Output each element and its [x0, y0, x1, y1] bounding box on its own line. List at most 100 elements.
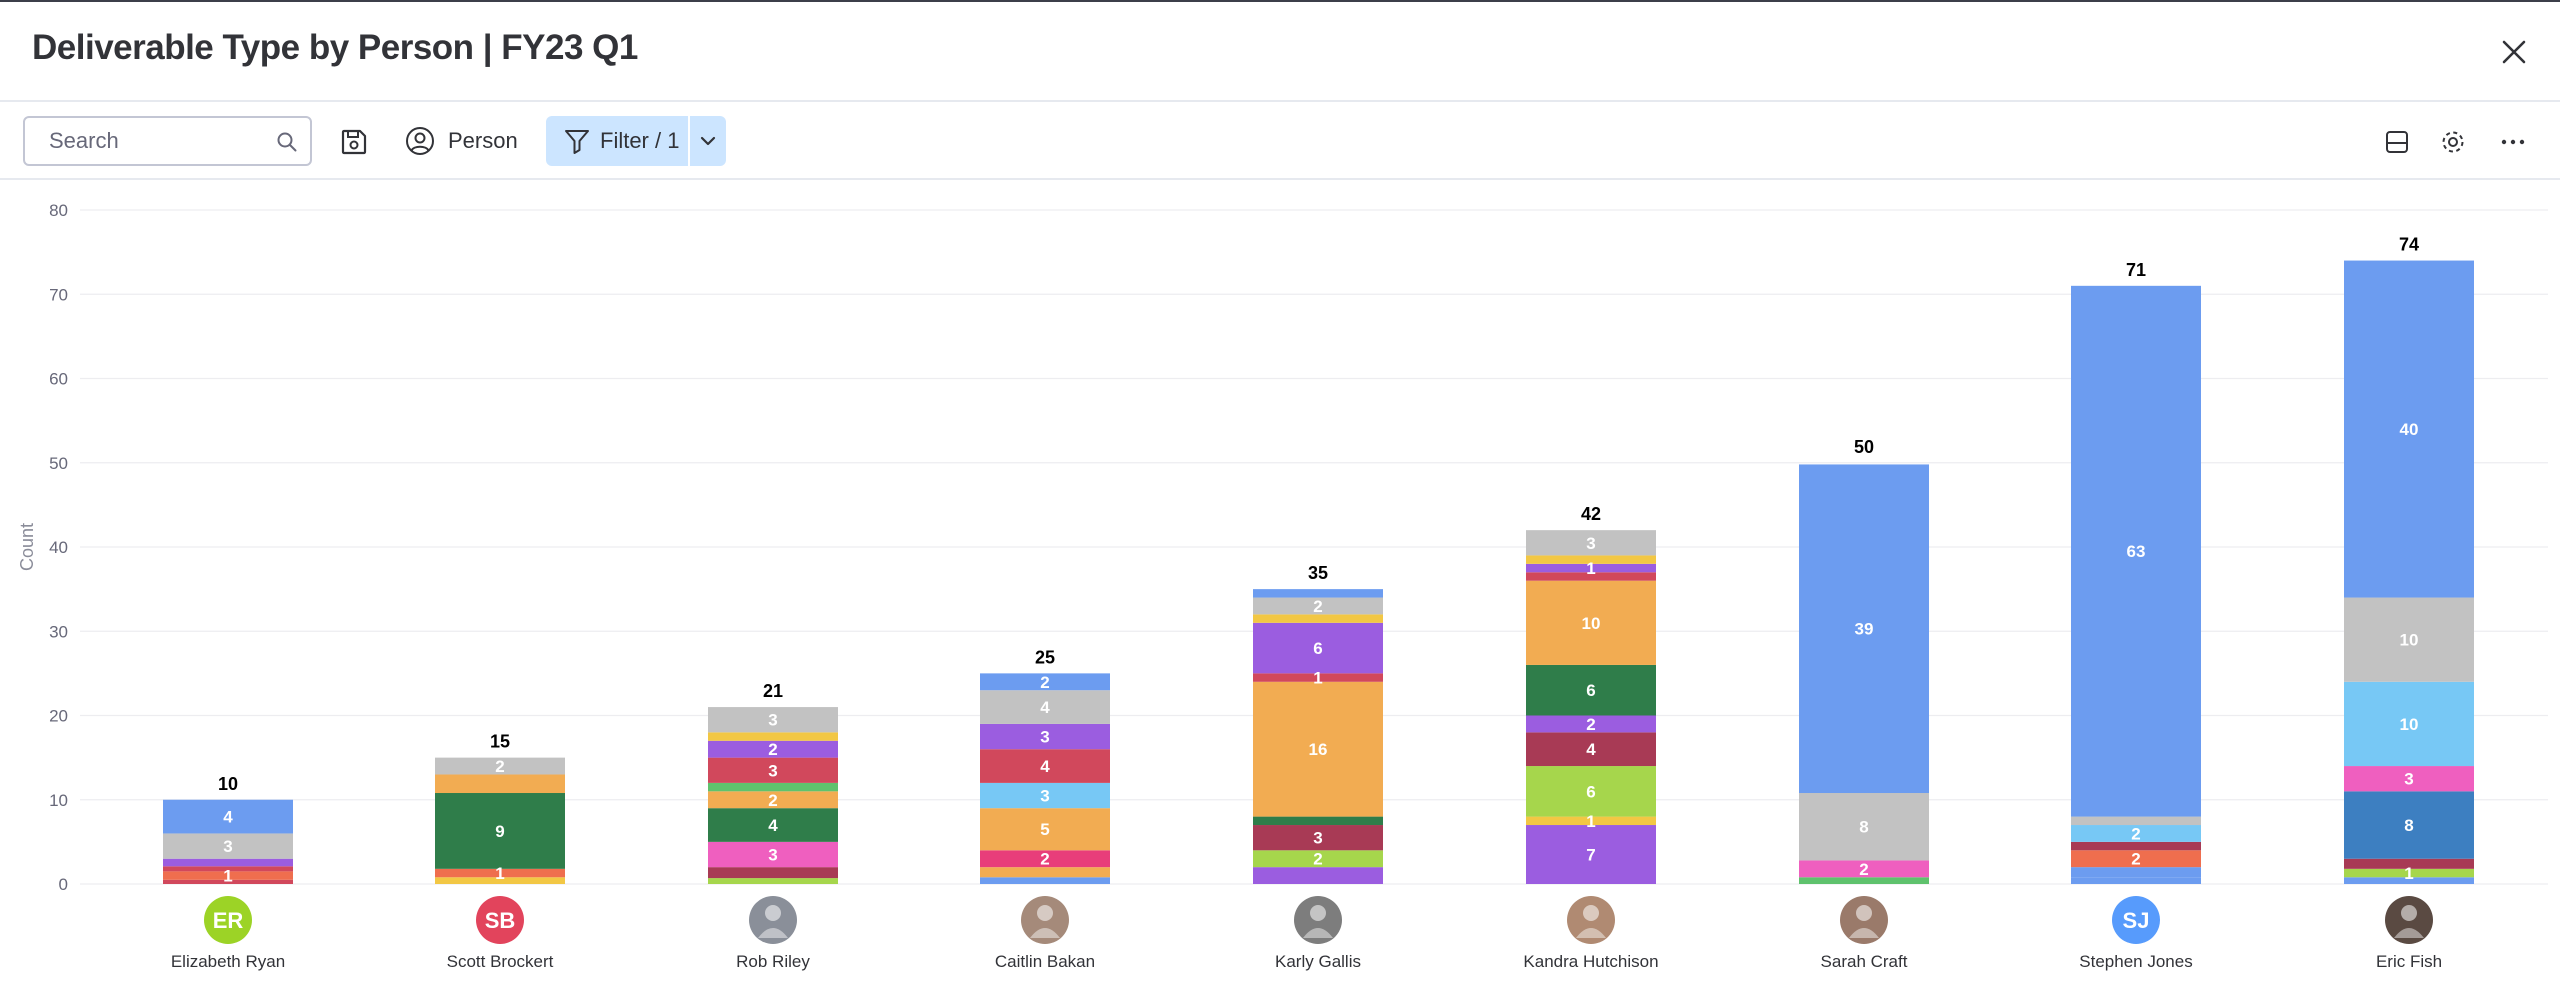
segment-value-label: 4	[223, 808, 233, 827]
filter-dropdown-button[interactable]	[690, 116, 726, 166]
bar-segment[interactable]	[163, 858, 293, 867]
bar-segment[interactable]	[1253, 850, 1383, 868]
bar-segment[interactable]	[708, 707, 838, 733]
bar-segment[interactable]	[980, 749, 1110, 783]
search-icon[interactable]	[275, 130, 299, 154]
bar-segment[interactable]	[708, 841, 838, 868]
filter-button[interactable]: Filter / 1	[546, 116, 688, 166]
bar-segment[interactable]	[980, 850, 1110, 868]
bar-segment[interactable]	[435, 793, 565, 869]
bar-segment[interactable]	[163, 833, 293, 859]
bar-segment[interactable]	[163, 879, 293, 884]
bar-segment[interactable]	[1253, 614, 1383, 623]
bar-segment[interactable]	[1253, 867, 1383, 884]
bar-segment[interactable]	[1253, 673, 1383, 682]
y-tick-label: 60	[49, 370, 68, 389]
bar-segment[interactable]	[1253, 622, 1383, 674]
bar-segment[interactable]	[708, 732, 838, 741]
close-button[interactable]	[2494, 32, 2534, 72]
bar-segment[interactable]	[1526, 715, 1656, 733]
avatar-photo-head	[1310, 905, 1326, 921]
bar-segment[interactable]	[1526, 816, 1656, 826]
bar-segment[interactable]	[435, 868, 565, 878]
bar-segment[interactable]	[2071, 816, 2201, 826]
person-avatar[interactable]	[1021, 896, 1069, 944]
bar-segment[interactable]	[708, 740, 838, 758]
bar-segment[interactable]	[1253, 589, 1383, 598]
bar-segment[interactable]	[2344, 681, 2474, 767]
bar-segment[interactable]	[2344, 877, 2474, 884]
bar-segment[interactable]	[708, 782, 838, 792]
person-avatar[interactable]: ER	[204, 896, 252, 944]
bar-segment[interactable]	[1253, 597, 1383, 615]
bar-segment[interactable]	[2344, 791, 2474, 859]
settings-button[interactable]	[2437, 126, 2469, 158]
bar-segment[interactable]	[435, 774, 565, 794]
save-view-button[interactable]	[336, 124, 372, 160]
more-options-button[interactable]	[2497, 126, 2529, 158]
bar-segment[interactable]	[1253, 816, 1383, 826]
bar-segment[interactable]	[1526, 580, 1656, 665]
person-avatar[interactable]	[1294, 896, 1342, 944]
person-avatar[interactable]: SJ	[2112, 896, 2160, 944]
bar-segment[interactable]	[980, 673, 1110, 691]
bar-segment[interactable]	[1526, 563, 1656, 573]
segment-value-label: 1	[1586, 559, 1595, 578]
bar-segment[interactable]	[2071, 867, 2201, 878]
bar-segment[interactable]	[1526, 664, 1656, 716]
bar-segment[interactable]	[2071, 877, 2201, 884]
bar-segment[interactable]	[2071, 850, 2201, 868]
bar-total-label: 35	[1308, 563, 1328, 583]
bar-segment[interactable]	[1799, 793, 1929, 861]
bar-segment[interactable]	[980, 690, 1110, 724]
bar-segment[interactable]	[435, 757, 565, 775]
bar-segment[interactable]	[708, 791, 838, 809]
bar-segment[interactable]	[980, 723, 1110, 750]
bar-segment[interactable]	[435, 877, 565, 884]
x-category-label: Sarah Craft	[1821, 952, 1908, 971]
bar-segment[interactable]	[2071, 841, 2201, 851]
bar-segment[interactable]	[708, 757, 838, 783]
person-avatar[interactable]	[749, 896, 797, 944]
person-avatar[interactable]: SB	[476, 896, 524, 944]
bar-segment[interactable]	[1799, 877, 1929, 884]
bar-segment[interactable]	[980, 877, 1110, 884]
x-category-label: Stephen Jones	[2079, 952, 2192, 971]
bar-segment[interactable]	[2071, 285, 2201, 817]
bar-segment[interactable]	[1253, 825, 1383, 851]
search-input[interactable]	[49, 118, 269, 164]
bar-segment[interactable]	[1526, 732, 1656, 767]
bar-segment[interactable]	[1526, 530, 1656, 556]
person-avatar[interactable]	[1567, 896, 1615, 944]
bar-segment[interactable]	[980, 808, 1110, 851]
bar-segment[interactable]	[1526, 572, 1656, 581]
bar-segment[interactable]	[2344, 868, 2474, 878]
person-avatar[interactable]	[1840, 896, 1888, 944]
person-filter-button[interactable]: Person	[404, 116, 518, 166]
bar-segment[interactable]	[2344, 766, 2474, 792]
bar-segment[interactable]	[163, 866, 293, 872]
bar-segment[interactable]	[1526, 555, 1656, 564]
layout-button[interactable]	[2381, 126, 2413, 158]
bar-segment[interactable]	[980, 782, 1110, 809]
bar-segment[interactable]	[163, 871, 293, 880]
bar-total-label: 25	[1035, 647, 1055, 667]
bar-segment[interactable]	[708, 878, 838, 884]
bar-segment[interactable]	[1526, 766, 1656, 817]
bar-segment[interactable]	[2071, 825, 2201, 842]
bar-segment[interactable]	[2344, 597, 2474, 682]
bar-segment[interactable]	[2344, 858, 2474, 869]
segment-value-label: 5	[1040, 820, 1049, 839]
bar-segment[interactable]	[1799, 860, 1929, 878]
avatar-photo-head	[1583, 905, 1599, 921]
bar-segment[interactable]	[163, 799, 293, 834]
bar-segment[interactable]	[1253, 681, 1383, 817]
bar-segment[interactable]	[2344, 260, 2474, 598]
segment-value-label: 2	[1040, 850, 1049, 869]
bar-segment[interactable]	[708, 867, 838, 879]
bar-segment[interactable]	[1799, 464, 1929, 794]
bar-segment[interactable]	[1526, 825, 1656, 884]
bar-segment[interactable]	[708, 808, 838, 842]
bar-segment[interactable]	[980, 867, 1110, 878]
person-avatar[interactable]	[2385, 896, 2433, 944]
